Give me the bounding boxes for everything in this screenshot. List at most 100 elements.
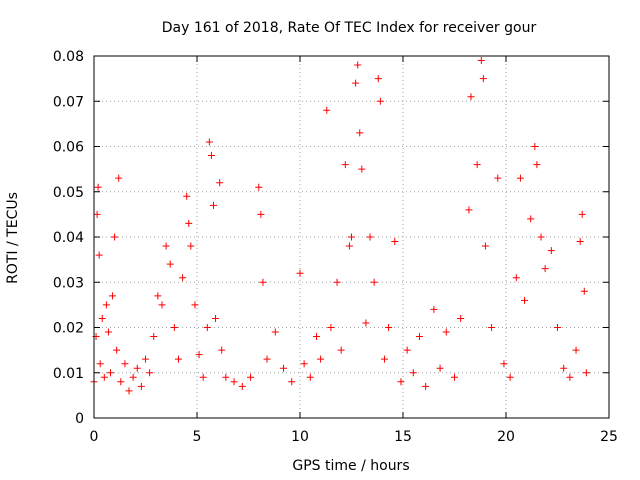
data-point bbox=[380, 355, 388, 363]
data-point bbox=[207, 152, 215, 160]
data-point bbox=[222, 373, 230, 381]
data-point bbox=[212, 314, 220, 322]
data-point bbox=[582, 369, 590, 377]
axis-ticks: 0 5 10 15 20 25 0 0.01 0.02 0.03 0.04 0.05 0.06 0.07 0… bbox=[53, 49, 618, 445]
y-tick-label: 0.01 bbox=[53, 366, 84, 382]
data-point bbox=[436, 364, 444, 372]
data-point bbox=[477, 57, 485, 65]
data-point bbox=[209, 201, 217, 209]
data-point bbox=[94, 183, 102, 191]
data-point bbox=[162, 242, 170, 250]
data-point bbox=[554, 324, 561, 331]
data-point bbox=[409, 369, 417, 377]
data-point bbox=[516, 174, 524, 182]
data-point bbox=[541, 265, 549, 273]
data-point bbox=[117, 378, 125, 386]
data-point bbox=[465, 206, 473, 214]
data-point bbox=[547, 247, 555, 255]
data-point bbox=[93, 210, 101, 218]
data-point bbox=[187, 242, 195, 250]
data-point bbox=[403, 346, 411, 354]
y-tick-label: 0.04 bbox=[53, 230, 84, 246]
chart-title: Day 161 of 2018, Rate Of TEC Index for r… bbox=[162, 20, 537, 36]
data-point bbox=[259, 278, 267, 286]
y-axis-label: ROTI / TECUs bbox=[5, 192, 21, 284]
data-point bbox=[397, 378, 405, 386]
data-point bbox=[362, 319, 370, 327]
data-point bbox=[98, 314, 106, 322]
y-tick-label: 0 bbox=[75, 411, 84, 427]
data-point bbox=[183, 192, 191, 200]
data-point bbox=[179, 274, 187, 282]
data-point bbox=[374, 75, 382, 83]
x-tick-label: 5 bbox=[193, 429, 202, 445]
data-point bbox=[422, 382, 430, 390]
data-point bbox=[488, 324, 496, 331]
data-point bbox=[348, 233, 355, 241]
x-tick-label: 0 bbox=[90, 429, 99, 445]
data-point bbox=[129, 373, 137, 381]
data-point bbox=[566, 373, 574, 381]
data-point bbox=[560, 364, 568, 372]
data-point bbox=[430, 305, 438, 313]
data-point bbox=[356, 129, 364, 137]
data-point bbox=[133, 364, 141, 372]
data-point bbox=[150, 333, 158, 341]
data-point bbox=[96, 360, 104, 368]
data-point bbox=[125, 387, 133, 395]
data-point bbox=[323, 106, 331, 114]
data-point bbox=[494, 174, 502, 182]
y-tick-label: 0.06 bbox=[53, 140, 84, 156]
data-point bbox=[306, 373, 314, 381]
y-tick-label: 0.03 bbox=[53, 275, 84, 291]
data-point bbox=[113, 346, 121, 354]
data-point bbox=[109, 292, 117, 300]
data-point bbox=[337, 346, 345, 354]
data-point bbox=[500, 360, 508, 368]
x-tick-label: 10 bbox=[291, 429, 309, 445]
data-point bbox=[467, 93, 475, 101]
data-point bbox=[191, 301, 199, 309]
data-point bbox=[174, 355, 182, 363]
data-point bbox=[257, 210, 265, 218]
data-point bbox=[385, 324, 393, 331]
data-point bbox=[280, 364, 288, 372]
x-tick-label: 25 bbox=[600, 429, 618, 445]
data-point bbox=[230, 378, 238, 386]
data-point bbox=[376, 97, 384, 105]
data-point bbox=[531, 143, 539, 150]
data-point bbox=[352, 79, 360, 87]
data-point bbox=[102, 301, 110, 309]
data-point bbox=[111, 233, 119, 241]
y-tick-label: 0.02 bbox=[53, 321, 84, 337]
data-point bbox=[415, 333, 423, 341]
data-point bbox=[333, 278, 341, 286]
scatter-points bbox=[90, 57, 590, 395]
data-point bbox=[312, 333, 320, 341]
data-point bbox=[199, 373, 207, 381]
data-point bbox=[288, 378, 296, 386]
data-point bbox=[216, 179, 224, 187]
data-point bbox=[195, 351, 203, 359]
data-point bbox=[104, 328, 112, 336]
data-point bbox=[442, 328, 450, 336]
data-point bbox=[317, 355, 325, 363]
data-point bbox=[345, 242, 353, 250]
data-point bbox=[512, 274, 520, 282]
y-tick-label: 0.08 bbox=[53, 49, 84, 65]
x-tick-label: 15 bbox=[394, 429, 412, 445]
data-point bbox=[205, 138, 213, 146]
data-point bbox=[391, 238, 399, 246]
data-point bbox=[370, 278, 378, 286]
data-point bbox=[481, 242, 489, 250]
data-point bbox=[95, 251, 103, 259]
data-point bbox=[473, 161, 481, 169]
data-point bbox=[327, 324, 335, 331]
data-point bbox=[479, 75, 487, 83]
data-point bbox=[358, 165, 366, 173]
data-point bbox=[580, 287, 588, 295]
data-point bbox=[238, 382, 246, 390]
data-point bbox=[521, 296, 529, 304]
data-point bbox=[271, 328, 279, 336]
